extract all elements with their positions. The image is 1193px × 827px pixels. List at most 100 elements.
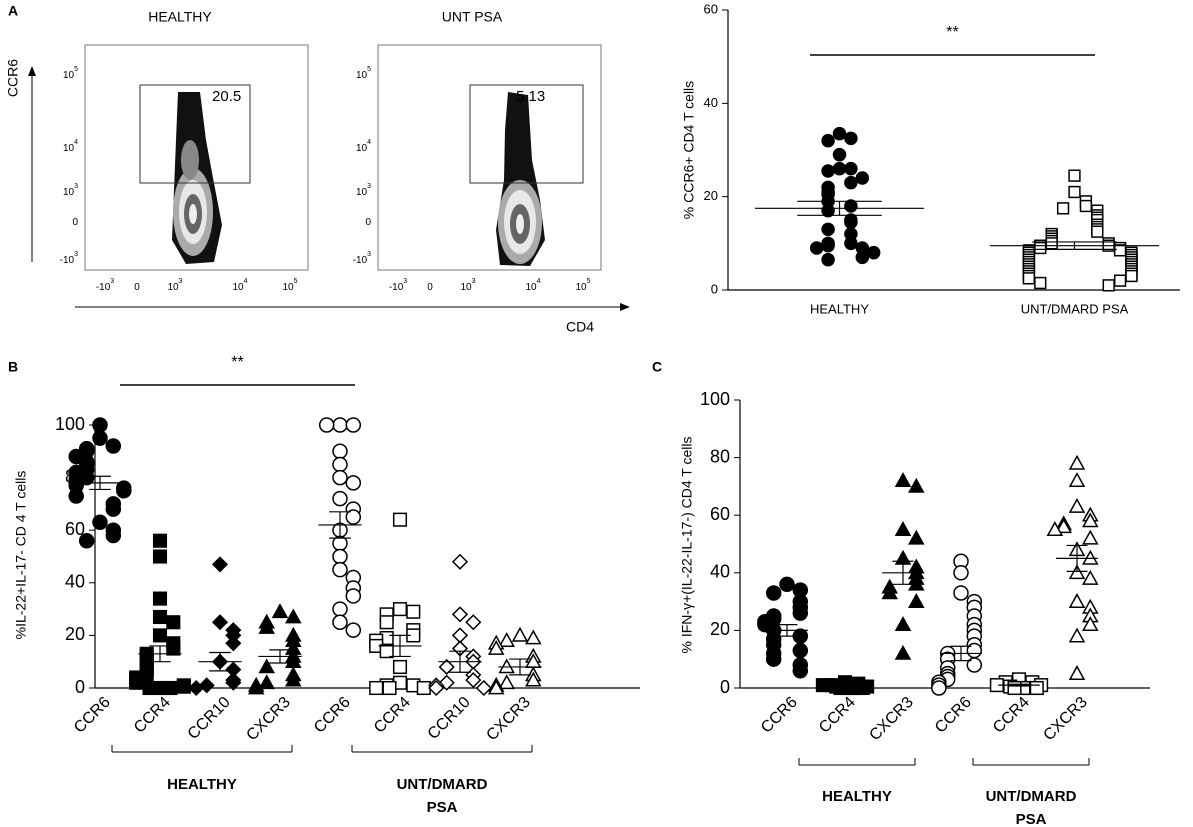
point: [369, 680, 384, 696]
flow-xlabel: CD4: [566, 319, 594, 335]
flow-tick-label: 0: [72, 217, 78, 228]
point: [285, 671, 302, 687]
point: [332, 548, 348, 565]
point: [1082, 529, 1099, 545]
point: [258, 658, 275, 674]
tick-base: 10: [63, 187, 75, 198]
point: [188, 679, 205, 697]
density: [189, 204, 197, 224]
point: [382, 680, 397, 696]
panel-label: C: [652, 359, 662, 375]
point: [511, 626, 529, 642]
point: [345, 475, 362, 491]
group-label: UNT/DMARD: [397, 776, 488, 793]
point: [379, 615, 394, 630]
x-tick-label: CCR4: [990, 694, 1033, 737]
point: [1068, 185, 1081, 199]
tick-exp: 4: [537, 278, 541, 285]
y-tick-label: 0: [720, 677, 730, 697]
y-tick-label: 60: [710, 504, 730, 524]
point: [451, 627, 469, 644]
flow-tick-label: 105: [356, 66, 371, 81]
point: [345, 588, 362, 604]
point: [1055, 518, 1072, 534]
group-label: HEALTHY: [822, 788, 892, 805]
point: [844, 161, 858, 176]
point: [1045, 237, 1058, 250]
arrow-head: [28, 66, 36, 76]
tick-base: -10: [96, 282, 111, 293]
significance-label: **: [231, 354, 243, 371]
point: [525, 629, 542, 645]
point: [105, 438, 122, 454]
point: [1113, 244, 1127, 257]
point: [1082, 512, 1099, 528]
y-axis-label: % CCR6+ CD4 T cells: [681, 81, 697, 219]
point: [92, 514, 108, 531]
point: [211, 614, 229, 631]
flow-tick-label: -103: [60, 251, 78, 266]
tick-base: -10: [353, 255, 368, 266]
x-tick-label: CCR4: [131, 694, 174, 737]
point: [1068, 627, 1086, 643]
tick-base: 10: [232, 282, 244, 293]
flow-tick-label: 0: [365, 217, 371, 228]
significance-label: **: [946, 24, 958, 41]
point: [855, 680, 870, 696]
point: [832, 126, 847, 141]
tick-exp: 3: [74, 251, 78, 258]
point: [465, 614, 482, 631]
point: [498, 632, 515, 648]
point: [792, 605, 809, 621]
arrow-head: [620, 303, 630, 311]
point: [318, 417, 335, 433]
point: [821, 238, 835, 253]
point: [332, 601, 348, 617]
point: [821, 133, 835, 148]
point: [844, 236, 858, 251]
y-tick-label: 40: [710, 562, 730, 582]
point: [1068, 593, 1086, 608]
point: [392, 659, 408, 675]
point: [1056, 202, 1070, 215]
point: [225, 674, 242, 691]
flow-tick-label: 0: [427, 282, 433, 293]
gate: [139, 84, 251, 184]
point: [908, 477, 925, 493]
point: [332, 456, 348, 473]
point: [285, 608, 302, 624]
point: [332, 469, 348, 486]
tick-exp: 3: [403, 278, 407, 285]
tick-base: 10: [167, 282, 179, 293]
point: [332, 561, 348, 578]
tick-exp: 5: [294, 278, 298, 285]
point: [92, 430, 108, 446]
point: [152, 533, 168, 548]
point: [1007, 680, 1022, 696]
flow-tick-label: 0: [134, 282, 140, 293]
point: [844, 131, 858, 146]
point: [487, 640, 505, 655]
point: [832, 161, 847, 176]
flow-tick-label: -103: [96, 278, 114, 293]
y-tick-label: 80: [710, 446, 730, 466]
tick-base: 10: [460, 282, 472, 293]
point: [451, 553, 469, 570]
point: [258, 618, 275, 634]
point: [953, 585, 969, 601]
tick-base: -10: [60, 255, 75, 266]
point: [821, 164, 835, 178]
point: [498, 658, 515, 674]
point: [225, 635, 242, 652]
point: [332, 443, 348, 460]
tick-exp: 4: [244, 278, 248, 285]
flow-tick-label: 104: [356, 139, 371, 154]
point: [152, 628, 168, 643]
y-tick-label: 40: [704, 95, 718, 110]
tick-exp: 4: [74, 139, 78, 146]
point: [129, 675, 144, 690]
point: [844, 199, 858, 213]
point: [1068, 454, 1086, 470]
gate-value: 20.5: [212, 88, 241, 105]
x-tick-label: CCR10: [185, 694, 234, 743]
